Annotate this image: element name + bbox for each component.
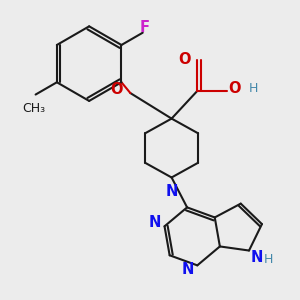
Text: O: O bbox=[229, 81, 241, 96]
Text: N: N bbox=[165, 184, 178, 200]
Text: CH₃: CH₃ bbox=[22, 102, 45, 116]
Text: N: N bbox=[181, 262, 194, 277]
Text: N: N bbox=[251, 250, 263, 265]
Text: H: H bbox=[249, 82, 259, 95]
Text: O: O bbox=[178, 52, 190, 67]
Text: O: O bbox=[110, 82, 123, 97]
Text: N: N bbox=[148, 215, 161, 230]
Text: F: F bbox=[140, 20, 150, 35]
Text: H: H bbox=[264, 253, 273, 266]
